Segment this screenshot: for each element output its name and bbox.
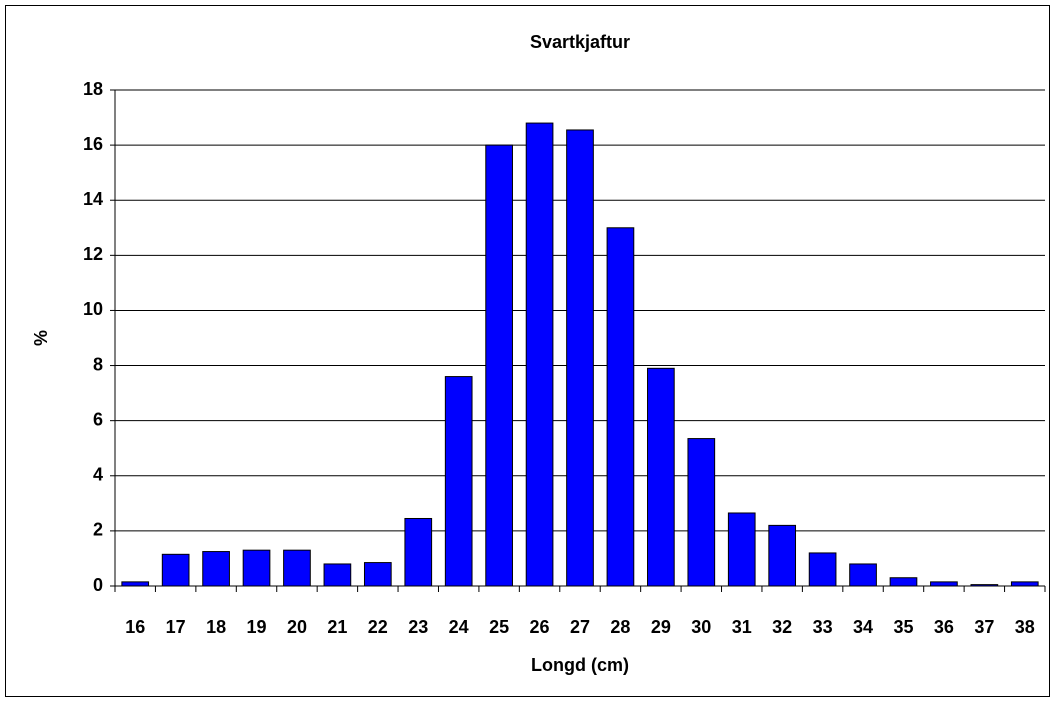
bar bbox=[242, 549, 271, 587]
bar bbox=[808, 552, 837, 587]
x-tick-label: 31 bbox=[732, 617, 752, 637]
x-tick-label: 32 bbox=[772, 617, 792, 637]
bar bbox=[687, 438, 716, 587]
x-tick-label: 25 bbox=[489, 617, 509, 637]
bar bbox=[161, 553, 190, 587]
y-tick-label: 0 bbox=[93, 575, 103, 595]
bar bbox=[121, 581, 150, 587]
bar bbox=[323, 563, 352, 587]
x-tick-label: 29 bbox=[651, 617, 671, 637]
bar bbox=[202, 551, 230, 587]
x-tick-label: 24 bbox=[449, 617, 469, 637]
bar bbox=[1010, 581, 1039, 587]
y-axis-label: % bbox=[31, 330, 51, 346]
bar bbox=[404, 517, 433, 587]
x-tick-label: 38 bbox=[1015, 617, 1035, 637]
y-tick-label: 18 bbox=[83, 79, 103, 99]
x-tick-label: 20 bbox=[287, 617, 307, 637]
x-tick-label: 36 bbox=[934, 617, 954, 637]
x-tick-label: 28 bbox=[610, 617, 630, 637]
bar bbox=[485, 144, 513, 587]
bar bbox=[849, 563, 877, 587]
y-tick-label: 16 bbox=[83, 134, 103, 154]
x-tick-label: 21 bbox=[327, 617, 347, 637]
y-tick-label: 2 bbox=[93, 520, 103, 540]
bar bbox=[525, 122, 554, 587]
x-tick-label: 35 bbox=[893, 617, 913, 637]
x-tick-label: 33 bbox=[813, 617, 833, 637]
y-tick-label: 6 bbox=[93, 409, 103, 429]
x-tick-label: 17 bbox=[166, 617, 186, 637]
x-tick-label: 30 bbox=[691, 617, 711, 637]
chart-title: Svartkjaftur bbox=[530, 32, 630, 52]
bar bbox=[768, 524, 797, 587]
bar bbox=[606, 227, 635, 587]
y-tick-label: 4 bbox=[93, 465, 103, 485]
x-tick-label: 19 bbox=[247, 617, 267, 637]
bar bbox=[930, 581, 958, 587]
bar bbox=[566, 129, 594, 587]
bar bbox=[727, 512, 756, 587]
bar bbox=[647, 367, 675, 587]
bar bbox=[283, 549, 311, 587]
x-tick-label: 23 bbox=[408, 617, 428, 637]
y-tick-label: 14 bbox=[83, 189, 103, 209]
y-tick-label: 8 bbox=[93, 354, 103, 374]
bar bbox=[889, 577, 918, 587]
x-tick-label: 16 bbox=[125, 617, 145, 637]
bar bbox=[363, 562, 392, 587]
x-tick-label: 34 bbox=[853, 617, 873, 637]
x-tick-label: 22 bbox=[368, 617, 388, 637]
x-tick-label: 37 bbox=[974, 617, 994, 637]
y-tick-label: 10 bbox=[83, 299, 103, 319]
x-tick-label: 27 bbox=[570, 617, 590, 637]
bar bbox=[444, 376, 473, 587]
x-tick-label: 18 bbox=[206, 617, 226, 637]
x-tick-label: 26 bbox=[530, 617, 550, 637]
x-axis-label: Longd (cm) bbox=[531, 655, 629, 675]
y-tick-label: 12 bbox=[83, 244, 103, 264]
